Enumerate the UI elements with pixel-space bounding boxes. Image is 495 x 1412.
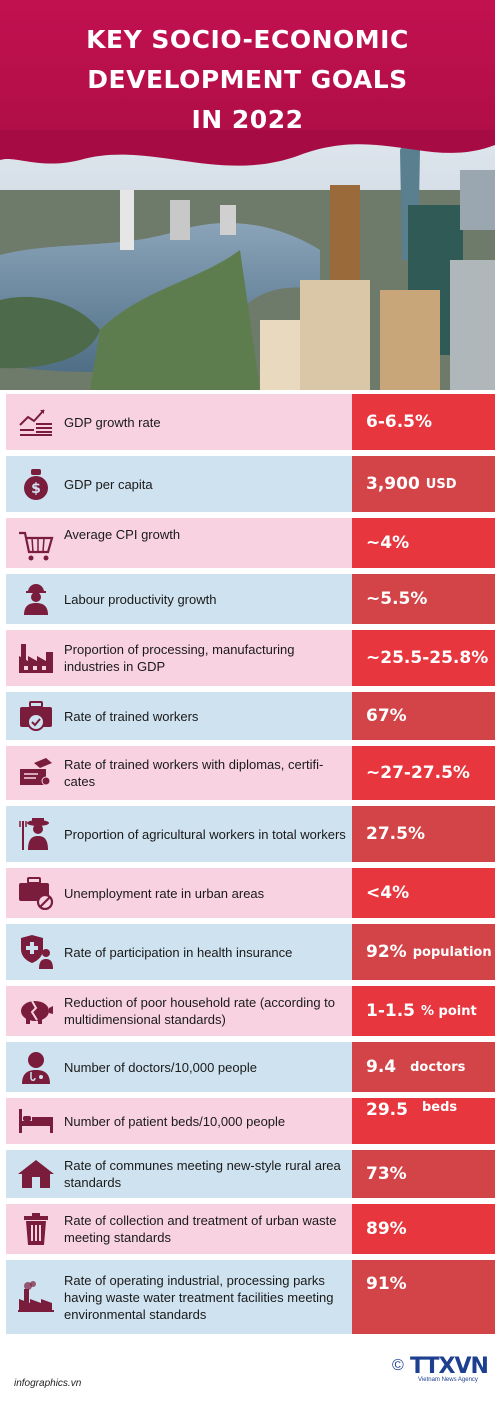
- table-row: Rate of trained workers with diplomas, c…: [0, 746, 495, 800]
- diploma-icon: [16, 753, 56, 793]
- table-row: Proportion of processing, manufacturing …: [0, 630, 495, 686]
- goal-value: 9.4 doctors: [352, 1042, 495, 1092]
- table-row: GDP growth rate 6-6.5%: [0, 394, 495, 450]
- goal-value: ~25.5-25.8%: [352, 630, 495, 686]
- goal-value: 29.5 beds: [352, 1098, 495, 1144]
- goal-value: 1-1.5% point: [352, 986, 495, 1036]
- worker-icon: [16, 579, 56, 619]
- source-credit: infographics.vn: [14, 1378, 82, 1389]
- page-title: KEY SOCIO-ECONOMIC DEVELOPMENT GOALS IN …: [0, 20, 495, 140]
- table-row: Proportion of agricultural workers in to…: [0, 806, 495, 862]
- goal-value: ~27-27.5%: [352, 746, 495, 800]
- title-line-2: DEVELOPMENT GOALS: [87, 65, 408, 94]
- copyright-symbol: ©: [392, 1357, 404, 1374]
- goal-value: 92% population: [352, 924, 495, 980]
- broken-piggy-bank-icon: [16, 991, 56, 1031]
- goal-value: 6-6.5%: [352, 394, 495, 450]
- goal-label: Rate of operating industrial, processing…: [64, 1272, 334, 1322]
- briefcase-ban-icon: [16, 873, 56, 913]
- goal-label: Reduction of poor household rate (accord…: [64, 995, 336, 1027]
- table-row: Reduction of poor household rate (accord…: [0, 986, 495, 1036]
- goal-value: ~4%: [352, 518, 495, 568]
- goal-label: Number of doctors/10,000 people: [64, 1059, 257, 1075]
- shopping-cart-icon: [16, 526, 56, 566]
- table-row: Number of doctors/10,000 people 9.4 docto…: [0, 1042, 495, 1092]
- goal-label: GDP per capita: [64, 476, 153, 492]
- factory-icon: [16, 638, 56, 678]
- city-skyline-photo: [0, 130, 495, 390]
- goal-value: 89%: [352, 1204, 495, 1254]
- farmer-icon: [16, 814, 56, 854]
- title-line-3: IN 2022: [191, 105, 304, 134]
- goal-value: 27.5%: [352, 806, 495, 862]
- table-row: Labour productivity growth ~5.5%: [0, 574, 495, 624]
- goal-value: 67%: [352, 692, 495, 740]
- table-row: Unemployment rate in urban areas <4%: [0, 868, 495, 918]
- ttxvn-logo: TTXVN: [410, 1354, 489, 1379]
- goal-label: Average CPI growth: [64, 527, 181, 542]
- goal-label: Rate of trained workers: [64, 708, 199, 724]
- rural-house-icon: [16, 1154, 56, 1194]
- goal-label: Proportion of agricultural workers in to…: [64, 826, 346, 842]
- goal-value: 73%: [352, 1150, 495, 1198]
- goal-value: ~5.5%: [352, 574, 495, 624]
- goal-label: Rate of collection and treatment of urba…: [64, 1213, 337, 1245]
- table-row: Rate of operating industrial, processing…: [0, 1260, 495, 1334]
- doctor-icon: [16, 1047, 56, 1087]
- table-row: Rate of participation in health insuranc…: [0, 924, 495, 980]
- growth-chart-icon: [16, 402, 56, 442]
- table-row: Rate of trained workers 67%: [0, 692, 495, 740]
- goal-label: Labour productivity growth: [64, 591, 217, 607]
- table-row: Average CPI growth ~4%: [0, 518, 495, 568]
- goal-value: <4%: [352, 868, 495, 918]
- table-row: Rate of collection and treatment of urba…: [0, 1204, 495, 1254]
- goal-value: 3,900 USD: [352, 456, 495, 512]
- hospital-bed-icon: [16, 1101, 56, 1141]
- goal-label: Rate of trained workers with diplomas, c…: [64, 757, 324, 789]
- health-insurance-icon: [16, 932, 56, 972]
- briefcase-check-icon: [16, 696, 56, 736]
- trash-bin-icon: [16, 1209, 56, 1249]
- goal-label: Number of patient beds/10,000 people: [64, 1113, 286, 1129]
- table-row: Rate of communes meeting new-style rural…: [0, 1150, 495, 1198]
- goal-label: Rate of participation in health insuranc…: [64, 944, 293, 960]
- industrial-park-icon: [16, 1277, 56, 1317]
- goal-label: GDP growth rate: [64, 414, 161, 430]
- table-row: $ GDP per capita 3,900 USD: [0, 456, 495, 512]
- svg-text:$: $: [31, 481, 41, 497]
- title-line-1: KEY SOCIO-ECONOMIC: [86, 25, 409, 54]
- goal-value: 91%: [352, 1260, 495, 1334]
- goal-label: Proportion of processing, manufacturing …: [64, 642, 295, 674]
- agency-name: Vietnam News Agency: [418, 1377, 478, 1383]
- goal-label: Rate of communes meeting new-style rural…: [64, 1158, 341, 1190]
- table-row: Number of patient beds/10,000 people 29.…: [0, 1098, 495, 1144]
- goal-label: Unemployment rate in urban areas: [64, 885, 265, 901]
- money-bag-icon: $: [16, 464, 56, 504]
